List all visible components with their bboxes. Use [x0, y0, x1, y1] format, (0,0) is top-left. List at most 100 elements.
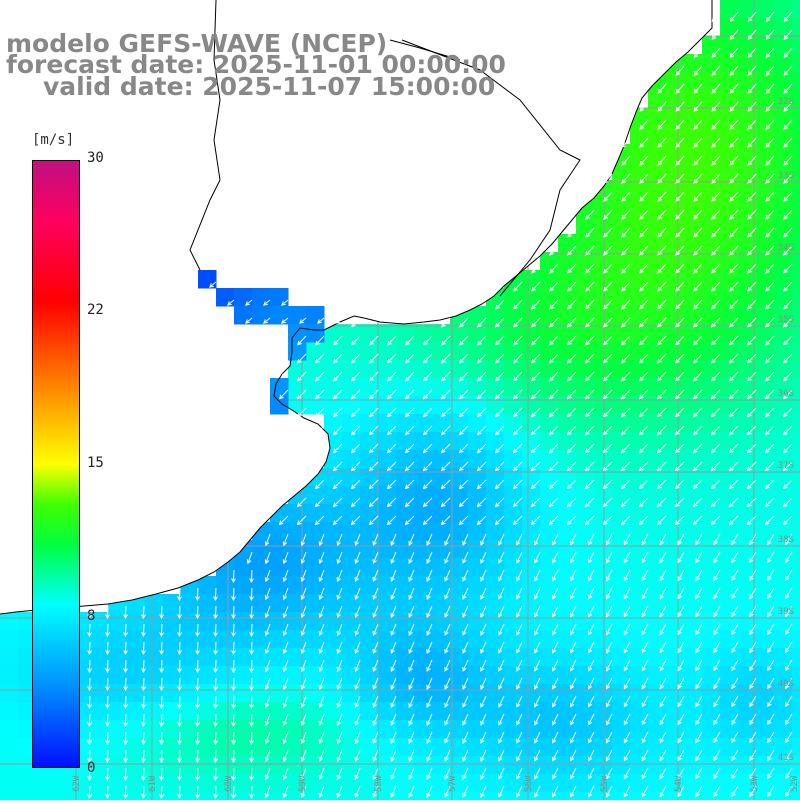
wind-arrow — [785, 695, 793, 708]
wind-speed-cell — [360, 792, 379, 804]
wind-arrow — [213, 605, 218, 620]
wind-arrow — [318, 641, 325, 655]
wind-speed-cell — [576, 684, 595, 703]
wind-speed-cell — [756, 792, 775, 804]
wind-arrow — [639, 119, 649, 130]
wind-arrow — [177, 659, 182, 674]
longitude-label: 55W — [600, 775, 610, 792]
wind-speed-cell — [756, 522, 775, 541]
wind-speed-cell — [522, 792, 541, 804]
wind-arrow — [530, 389, 541, 400]
wind-arrow — [767, 623, 775, 636]
wind-arrow — [641, 587, 649, 600]
wind-arrow — [422, 479, 433, 490]
wind-speed-cell — [558, 702, 577, 721]
wind-arrow — [231, 641, 236, 656]
wind-speed-cell — [648, 612, 667, 631]
wind-arrow — [195, 713, 200, 728]
wind-speed-cell — [720, 738, 739, 757]
wind-arrow — [693, 101, 703, 112]
wind-arrow — [659, 533, 667, 546]
wind-arrow — [675, 119, 685, 130]
wind-arrow — [587, 713, 595, 726]
wind-speed-cell — [576, 594, 595, 613]
wind-arrow — [105, 695, 110, 710]
wind-arrow — [440, 389, 451, 400]
wind-speed-cell — [702, 396, 721, 415]
wind-speed-cell — [720, 792, 739, 804]
wind-speed-cell — [756, 756, 775, 775]
wind-speed-cell — [90, 756, 109, 775]
wind-speed-cell — [684, 522, 703, 541]
wind-speed-cell — [648, 738, 667, 757]
wind-speed-cell — [594, 774, 613, 793]
wind-arrow — [767, 731, 775, 744]
wind-speed-cell — [774, 342, 793, 361]
wind-speed-cell — [576, 558, 595, 577]
wind-arrow — [141, 641, 146, 656]
wind-speed-cell — [288, 558, 307, 577]
wind-arrow — [767, 605, 775, 618]
wind-arrow — [605, 569, 613, 582]
wind-speed-cell — [594, 450, 613, 469]
wind-arrow — [620, 479, 631, 490]
wind-speed-cell — [306, 522, 325, 541]
wind-arrow — [623, 623, 631, 636]
wind-arrow — [390, 695, 397, 709]
wind-speed-cell — [720, 270, 739, 289]
wind-arrow — [141, 695, 146, 710]
wind-arrow — [404, 443, 415, 454]
wind-speed-cell — [774, 612, 793, 631]
wind-arrow — [728, 425, 739, 436]
wind-arrow — [264, 785, 271, 799]
wind-arrow — [639, 371, 649, 382]
wind-speed-cell — [630, 720, 649, 739]
wind-arrow — [731, 641, 739, 654]
wind-speed-cell — [360, 396, 379, 415]
wind-arrow — [783, 335, 793, 346]
wind-arrow — [659, 641, 667, 654]
wind-speed-cell — [558, 576, 577, 595]
wind-speed-cell — [342, 450, 361, 469]
wind-speed-cell — [720, 486, 739, 505]
wind-arrow — [785, 713, 793, 726]
wind-speed-cell — [612, 414, 631, 433]
wind-arrow — [621, 371, 631, 382]
wind-arrow — [123, 749, 128, 764]
wind-arrow — [386, 443, 397, 454]
wind-arrow — [300, 767, 307, 781]
wind-speed-cell — [792, 288, 800, 307]
wind-speed-cell — [666, 90, 685, 109]
wind-speed-cell — [702, 252, 721, 271]
wind-speed-cell — [702, 648, 721, 667]
wind-arrow — [711, 173, 721, 184]
wind-arrow — [300, 785, 307, 799]
wind-arrow — [692, 515, 703, 526]
wind-speed-cell — [378, 486, 397, 505]
wind-speed-cell — [792, 90, 800, 109]
wind-arrow — [566, 497, 577, 508]
wind-arrow — [495, 335, 505, 346]
wind-speed-cell — [540, 702, 559, 721]
wind-speed-cell — [594, 414, 613, 433]
wind-speed-cell — [396, 450, 415, 469]
wind-arrow — [569, 641, 577, 654]
wind-arrow — [195, 641, 200, 656]
wind-speed-cell — [468, 342, 487, 361]
wind-arrow — [749, 749, 757, 762]
wind-arrow — [764, 425, 775, 436]
wind-speed-cell — [450, 486, 469, 505]
wind-speed-cell — [630, 558, 649, 577]
wind-speed-cell — [234, 774, 253, 793]
wind-arrow — [785, 767, 793, 780]
wind-speed-cell — [630, 432, 649, 451]
wind-speed-cell — [216, 684, 235, 703]
wind-arrow — [177, 731, 182, 746]
wind-arrow — [569, 731, 577, 744]
wind-speed-cell — [720, 72, 739, 91]
wind-speed-cell — [720, 234, 739, 253]
wind-arrow — [87, 677, 92, 692]
wind-arrow — [677, 767, 685, 780]
wind-arrow — [512, 389, 523, 400]
wind-arrow — [372, 677, 379, 691]
